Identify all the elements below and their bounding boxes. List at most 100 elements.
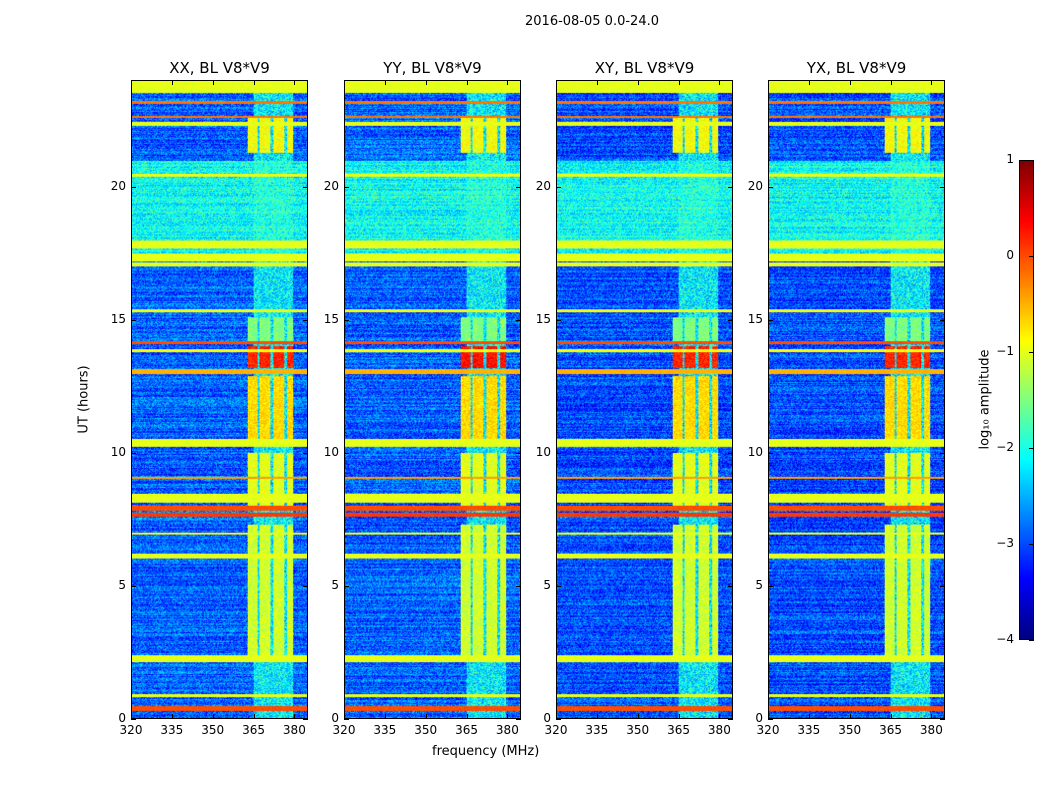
x-tick <box>849 80 851 85</box>
y-tick <box>131 585 136 587</box>
x-tick-label: 380 <box>707 723 731 737</box>
y-tick <box>556 186 561 188</box>
y-tick-label: 5 <box>118 577 126 592</box>
panel-title: XX, BL V8*V9 <box>169 59 270 77</box>
y-tick-label: 10 <box>110 444 126 459</box>
colorbar-tick-label: −1 <box>996 344 1014 358</box>
x-tick <box>637 714 639 719</box>
colorbar-tick-label: −2 <box>996 440 1014 454</box>
y-tick <box>556 585 561 587</box>
x-tick-label: 365 <box>455 723 478 737</box>
y-tick <box>728 452 733 454</box>
y-tick-label: 15 <box>323 311 339 326</box>
y-tick <box>556 319 561 321</box>
x-tick <box>719 714 721 719</box>
y-tick <box>344 452 349 454</box>
y-tick <box>556 452 561 454</box>
y-tick <box>303 719 308 720</box>
x-tick <box>466 714 468 719</box>
y-tick-label: 15 <box>110 311 126 326</box>
colorbar-tick <box>1029 160 1034 161</box>
y-tick <box>131 452 136 454</box>
y-tick <box>556 719 561 720</box>
x-tick-label: 350 <box>838 723 862 737</box>
colorbar-tick <box>1029 256 1034 257</box>
x-tick <box>890 714 892 719</box>
y-tick-label: 20 <box>323 178 339 193</box>
x-tick-label: 365 <box>879 723 902 737</box>
x-tick-label: 320 <box>119 723 143 737</box>
y-tick-label: 5 <box>543 577 551 592</box>
x-tick-label: 350 <box>201 723 225 737</box>
x-tick <box>678 80 680 85</box>
x-tick <box>556 80 557 85</box>
y-tick <box>303 319 308 321</box>
x-tick-label: 380 <box>282 723 306 737</box>
y-tick-label: 20 <box>535 178 551 193</box>
x-tick <box>294 80 296 85</box>
x-tick <box>466 80 468 85</box>
heatmap-panel <box>768 80 945 719</box>
y-tick <box>516 452 521 454</box>
colorbar-label: log₁₀ amplitude <box>977 349 993 450</box>
x-tick <box>294 714 296 719</box>
y-tick-label: 20 <box>110 178 126 193</box>
x-tick <box>596 714 598 719</box>
x-tick-label: 320 <box>756 723 780 737</box>
x-tick-label: 350 <box>626 723 650 737</box>
y-tick <box>768 719 773 720</box>
y-tick <box>516 186 521 188</box>
x-tick <box>768 80 769 85</box>
y-tick <box>768 585 773 587</box>
x-tick <box>384 714 386 719</box>
x-tick <box>808 80 810 85</box>
heatmap-panel <box>344 80 521 719</box>
x-axis-label: frequency (MHz) <box>432 744 540 759</box>
y-tick <box>303 186 308 188</box>
x-tick <box>556 714 557 719</box>
y-tick-label: 15 <box>747 311 763 326</box>
colorbar-tick <box>1029 448 1034 449</box>
y-tick <box>131 319 136 321</box>
x-tick <box>678 714 680 719</box>
heatmap-panel <box>131 80 308 719</box>
y-tick-label: 10 <box>323 444 339 459</box>
y-tick <box>940 186 945 188</box>
x-tick <box>344 714 345 719</box>
y-tick <box>768 319 773 321</box>
y-tick <box>728 719 733 720</box>
x-tick-label: 365 <box>667 723 690 737</box>
x-tick-label: 335 <box>373 723 397 737</box>
x-tick <box>344 80 345 85</box>
x-tick <box>212 714 214 719</box>
x-tick-label: 380 <box>919 723 943 737</box>
panel-title: XY, BL V8*V9 <box>594 59 695 77</box>
x-tick <box>212 80 214 85</box>
heatmap-cells <box>769 81 944 718</box>
colorbar-tick <box>1029 640 1034 641</box>
heatmap-cells <box>557 81 732 718</box>
y-tick-label: 0 <box>755 711 763 725</box>
y-tick <box>131 186 136 188</box>
x-tick <box>253 714 255 719</box>
y-tick <box>516 585 521 587</box>
heatmap-cells <box>132 81 307 718</box>
colorbar-tick <box>1029 352 1034 353</box>
y-tick <box>344 585 349 587</box>
x-tick <box>131 714 132 719</box>
x-tick-label: 320 <box>544 723 568 737</box>
colorbar-tick <box>1029 544 1034 545</box>
y-tick-label: 15 <box>535 311 551 326</box>
y-tick-label: 0 <box>118 711 126 725</box>
y-tick-label: 20 <box>747 178 763 193</box>
x-tick <box>849 714 851 719</box>
y-tick <box>303 452 308 454</box>
x-tick-label: 320 <box>332 723 356 737</box>
y-tick <box>303 585 308 587</box>
colorbar-tick-label: 1 <box>1006 152 1014 166</box>
x-tick <box>596 80 598 85</box>
y-tick <box>728 319 733 321</box>
colorbar <box>1019 160 1034 640</box>
y-tick <box>768 452 773 454</box>
